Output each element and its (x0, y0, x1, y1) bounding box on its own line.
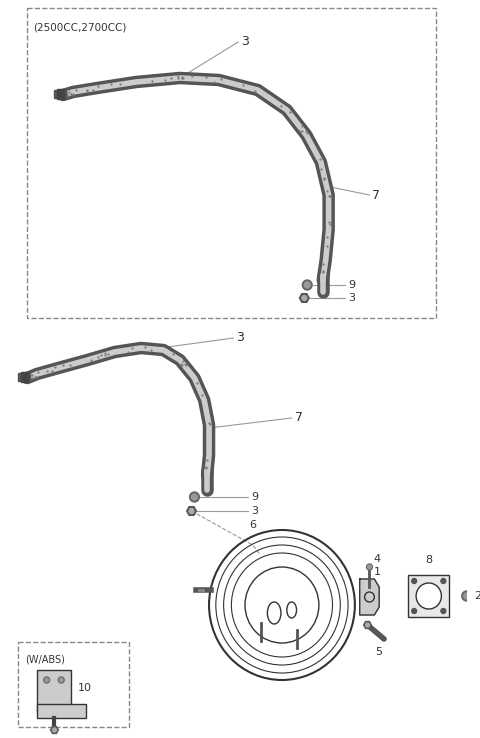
Text: 10: 10 (78, 683, 92, 693)
Text: 6: 6 (249, 520, 256, 530)
Circle shape (189, 508, 194, 514)
Text: 9: 9 (348, 280, 355, 290)
Bar (21, 372, 28, 382)
Text: 7: 7 (295, 410, 302, 424)
Circle shape (60, 678, 63, 682)
Circle shape (368, 565, 371, 569)
Polygon shape (364, 621, 372, 629)
Bar (37, 704, 85, 718)
Circle shape (302, 280, 312, 290)
Bar (57, 89, 64, 99)
Bar (17, 642, 129, 727)
Circle shape (302, 295, 307, 300)
Text: 9: 9 (251, 492, 258, 502)
Text: 8: 8 (425, 555, 432, 565)
Bar (408, 575, 449, 617)
Text: (2500CC,2700CC): (2500CC,2700CC) (33, 22, 126, 32)
Circle shape (462, 591, 471, 601)
Circle shape (416, 583, 442, 609)
Circle shape (59, 677, 64, 683)
Polygon shape (300, 294, 309, 303)
Bar (18, 373, 30, 381)
Circle shape (441, 609, 446, 613)
Circle shape (464, 593, 469, 599)
Text: 2: 2 (474, 591, 480, 601)
Circle shape (52, 728, 56, 732)
Circle shape (192, 494, 197, 500)
Text: 3: 3 (241, 35, 249, 47)
Text: 7: 7 (372, 188, 380, 201)
Bar (27, 8, 435, 318)
Polygon shape (50, 726, 59, 734)
Text: (W/ABS): (W/ABS) (25, 654, 65, 664)
Polygon shape (360, 579, 379, 615)
Circle shape (190, 492, 199, 502)
Circle shape (441, 579, 446, 584)
Circle shape (304, 282, 310, 288)
Text: 4: 4 (373, 554, 381, 564)
Circle shape (45, 678, 48, 682)
Text: 3: 3 (348, 293, 355, 303)
Circle shape (367, 564, 372, 570)
Text: 3: 3 (251, 506, 258, 516)
Text: 1: 1 (373, 567, 380, 577)
Text: 3: 3 (236, 331, 244, 343)
Bar (54, 90, 66, 97)
Circle shape (412, 609, 417, 613)
Polygon shape (187, 507, 196, 515)
Circle shape (412, 579, 417, 584)
Bar (37, 670, 71, 712)
Text: 5: 5 (376, 647, 383, 657)
Circle shape (366, 623, 370, 627)
Circle shape (44, 677, 49, 683)
